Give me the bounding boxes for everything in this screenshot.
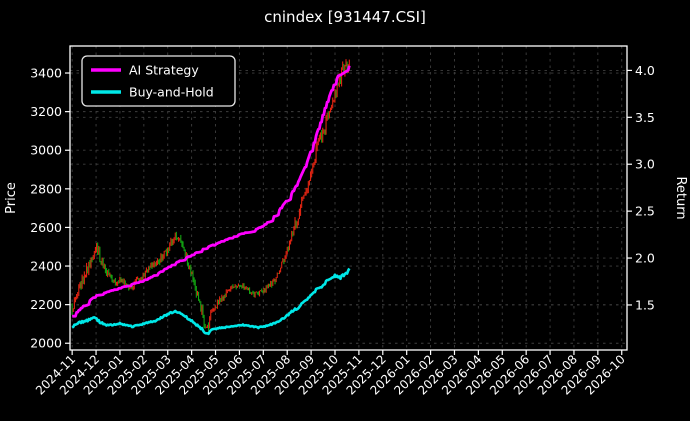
axis-tick-marks bbox=[65, 69, 632, 355]
price-tick-label: 2800 bbox=[30, 181, 62, 196]
return-tick-label: 3.0 bbox=[635, 157, 655, 172]
left-axis-label: Price bbox=[4, 182, 19, 214]
price-candle-bars bbox=[71, 59, 350, 332]
return-tick-label: 2.0 bbox=[635, 251, 655, 266]
price-tick-label: 2600 bbox=[30, 220, 62, 235]
buy-and-hold-line bbox=[71, 267, 351, 336]
legend-label-buy-and-hold: Buy-and-Hold bbox=[129, 85, 214, 100]
right-axis-label: Return bbox=[673, 176, 688, 219]
price-tick-label: 2000 bbox=[30, 336, 62, 351]
x-tick-labels: 2024-112024-122025-012025-022025-032025-… bbox=[33, 352, 628, 397]
return-tick-label: 1.5 bbox=[635, 297, 655, 312]
return-tick-label: 2.5 bbox=[635, 204, 655, 219]
legend: AI Strategy Buy-and-Hold bbox=[81, 55, 236, 107]
price-tick-label: 2200 bbox=[30, 297, 62, 312]
price-tick-label: 3400 bbox=[30, 66, 62, 81]
return-tick-labels: 1.5 2.0 2.5 3.0 3.5 4.0 bbox=[635, 63, 655, 313]
price-tick-label: 3200 bbox=[30, 104, 62, 119]
price-tick-labels: 2000 2200 2400 2600 2800 3000 3200 3400 bbox=[30, 66, 62, 351]
chart-title: cnindex [931447.CSI] bbox=[264, 8, 426, 26]
return-tick-label: 4.0 bbox=[635, 63, 655, 78]
ai-strategy-line bbox=[71, 65, 351, 318]
plot-border bbox=[69, 45, 628, 351]
return-tick-label: 3.5 bbox=[635, 110, 655, 125]
price-tick-label: 2400 bbox=[30, 259, 62, 274]
legend-label-ai-strategy: AI Strategy bbox=[129, 63, 199, 78]
price-tick-label: 3000 bbox=[30, 143, 62, 158]
